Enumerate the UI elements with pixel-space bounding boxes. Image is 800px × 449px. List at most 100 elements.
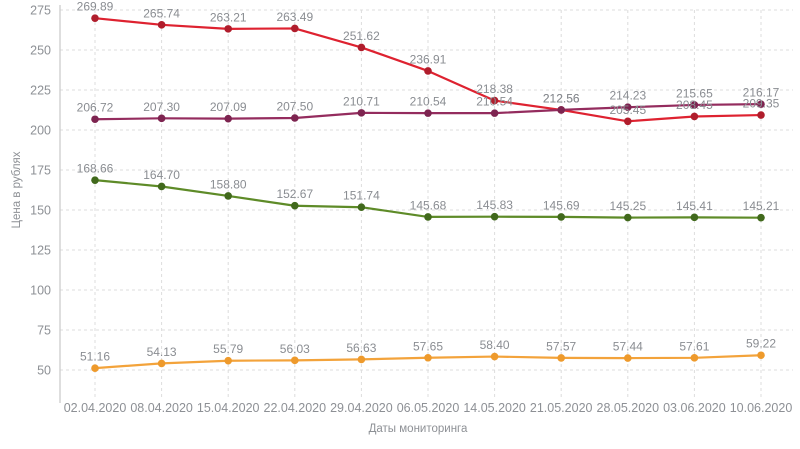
data-point-series-purple <box>490 109 499 117</box>
data-point-series-red <box>690 112 699 121</box>
data-label-series-green: 145.41 <box>676 199 713 213</box>
data-label-series-orange: 55.79 <box>213 342 243 356</box>
x-tick-label: 14.05.2020 <box>463 401 526 415</box>
data-label-series-green: 145.83 <box>476 198 513 212</box>
data-point-series-purple <box>690 101 699 109</box>
data-point-series-purple <box>224 114 232 123</box>
data-label-series-purple: 216.17 <box>743 86 780 100</box>
y-tick-label: 125 <box>30 244 51 258</box>
data-label-series-green: 145.25 <box>609 199 646 213</box>
x-tick-label: 21.05.2020 <box>530 401 593 415</box>
x-tick-label: 22.04.2020 <box>264 401 327 415</box>
data-label-series-purple: 206.72 <box>77 101 114 115</box>
data-label-series-green: 164.70 <box>143 168 180 182</box>
y-tick-label: 200 <box>30 124 51 138</box>
y-axis-title: Цена в рублях <box>11 151 23 228</box>
data-point-series-green <box>757 213 765 222</box>
x-tick-label: 28.05.2020 <box>597 401 660 415</box>
data-label-series-red: 263.49 <box>276 10 313 24</box>
series-lines <box>91 14 765 372</box>
data-point-series-purple <box>424 109 432 117</box>
y-tick-label: 250 <box>30 44 51 58</box>
tick-labels: 50 75 100 125 150 175 200 225 250 275 02.04.2020 08… <box>30 4 792 416</box>
data-point-series-orange <box>690 354 699 362</box>
data-label-series-purple: 210.54 <box>476 95 513 109</box>
data-label-series-red: 263.21 <box>210 10 247 24</box>
data-label-series-green: 145.69 <box>543 198 580 212</box>
gridlines <box>60 9 793 400</box>
data-point-series-purple <box>624 103 632 112</box>
data-label-series-orange: 57.61 <box>679 339 709 353</box>
data-label-series-orange: 57.44 <box>613 340 643 354</box>
data-point-series-green <box>157 182 166 191</box>
data-label-series-red: 212.56 <box>543 91 580 105</box>
data-label-series-orange: 57.57 <box>546 339 576 353</box>
data-point-series-orange <box>91 364 99 372</box>
x-tick-label: 29.04.2020 <box>330 401 393 415</box>
data-label-series-purple: 210.71 <box>343 94 380 108</box>
data-label-series-purple: 207.09 <box>210 100 247 114</box>
data-point-series-orange <box>624 354 632 362</box>
y-tick-label: 225 <box>30 84 51 98</box>
data-point-series-green <box>490 212 499 221</box>
data-point-series-green <box>224 192 232 200</box>
data-label-series-orange: 59.22 <box>746 337 776 351</box>
data-label-series-orange: 56.03 <box>280 342 310 356</box>
data-label-series-green: 168.66 <box>77 162 114 176</box>
data-label-series-orange: 51.16 <box>80 350 110 364</box>
data-point-series-red <box>624 117 632 126</box>
data-point-series-orange <box>291 356 299 365</box>
data-label-series-purple: 215.65 <box>676 86 713 100</box>
data-point-series-red <box>424 67 432 75</box>
data-point-series-orange <box>357 355 366 364</box>
y-tick-label: 275 <box>30 4 51 18</box>
y-tick-label: 50 <box>37 364 51 378</box>
data-label-series-purple: 207.30 <box>143 100 180 114</box>
data-point-series-red <box>224 25 232 33</box>
data-label-series-red: 269.89 <box>77 0 114 14</box>
data-label-series-green: 152.67 <box>276 187 313 201</box>
data-point-series-orange <box>557 354 565 362</box>
x-axis-title: Даты мониторинга <box>369 423 468 435</box>
y-tick-label: 175 <box>30 164 51 178</box>
data-point-series-green <box>624 213 632 222</box>
x-tick-label: 15.04.2020 <box>197 401 260 415</box>
data-point-series-purple <box>91 115 99 124</box>
data-point-series-orange <box>490 352 499 361</box>
x-tick-label: 10.06.2020 <box>730 401 793 415</box>
data-point-series-purple <box>291 114 299 122</box>
y-tick-label: 100 <box>30 284 51 298</box>
data-point-series-orange <box>224 356 232 365</box>
data-point-series-green <box>91 176 99 184</box>
data-point-series-orange <box>757 351 765 360</box>
data-point-series-orange <box>424 353 432 362</box>
data-point-series-purple <box>357 109 366 117</box>
data-label-series-green: 145.21 <box>743 199 780 213</box>
data-point-series-green <box>291 201 299 210</box>
data-point-series-red <box>757 111 765 119</box>
y-tick-label: 75 <box>37 324 51 338</box>
data-label-series-red: 265.74 <box>143 6 180 20</box>
data-label-series-purple: 214.23 <box>609 89 646 103</box>
data-label-series-red: 236.91 <box>410 52 447 66</box>
x-tick-label: 08.04.2020 <box>130 401 193 415</box>
data-label-series-red: 218.38 <box>476 82 513 96</box>
data-point-series-red <box>291 24 299 33</box>
data-point-series-red <box>357 43 366 52</box>
data-label-series-green: 158.80 <box>210 177 247 191</box>
data-point-series-orange <box>157 359 166 368</box>
data-point-series-purple <box>557 106 565 114</box>
data-point-series-green <box>357 203 366 212</box>
data-label-series-red: 205.45 <box>609 103 646 117</box>
data-point-series-purple <box>157 114 166 123</box>
data-label-series-orange: 54.13 <box>147 345 177 359</box>
data-point-series-green <box>557 213 565 221</box>
data-label-series-green: 145.68 <box>410 198 447 212</box>
data-point-series-green <box>690 213 699 222</box>
data-label-series-orange: 56.63 <box>346 341 376 355</box>
data-point-series-purple <box>757 100 765 108</box>
data-point-series-green <box>424 213 432 221</box>
data-label-series-red: 251.62 <box>343 29 380 43</box>
